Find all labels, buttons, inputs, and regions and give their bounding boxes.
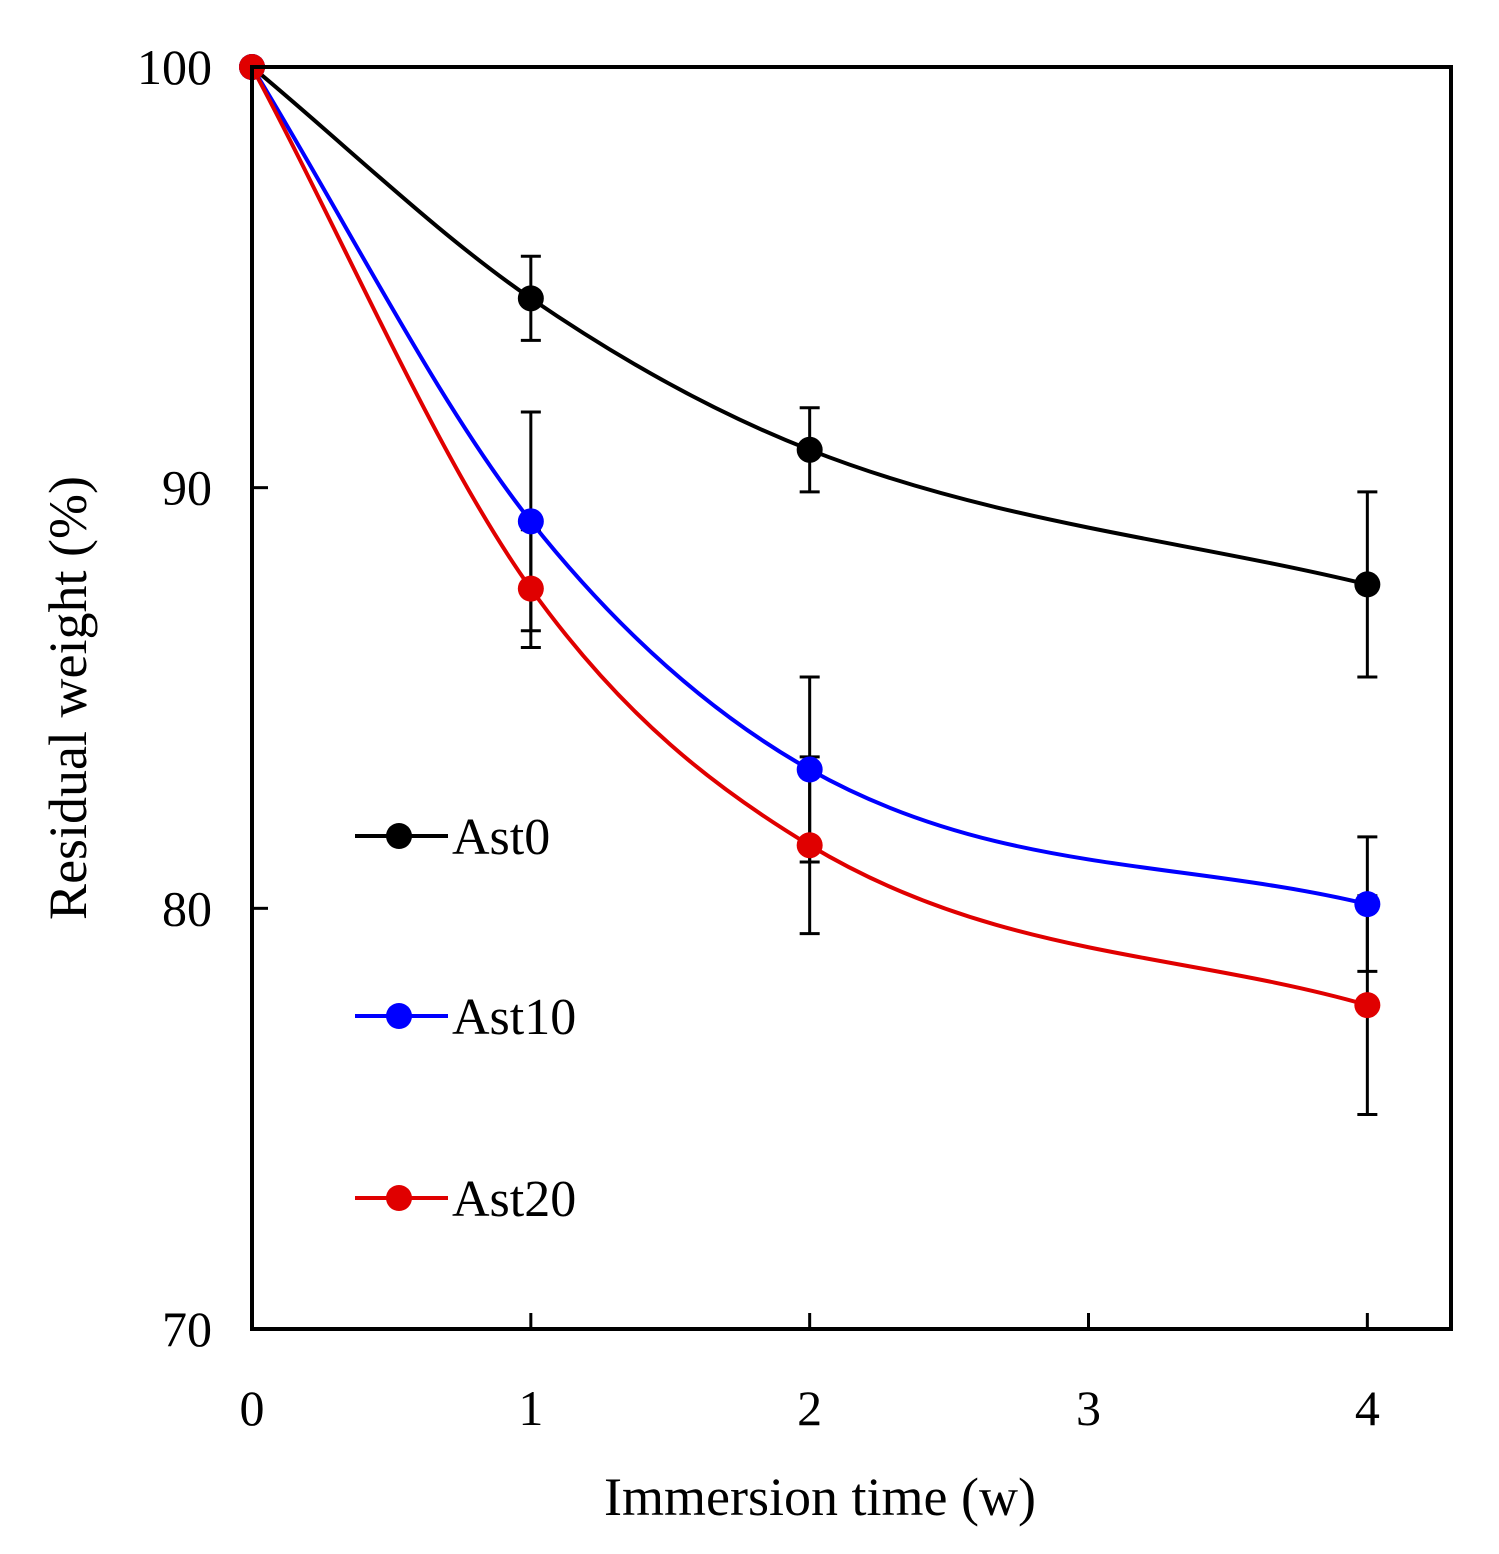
x-axis-title: Immersion time (w) xyxy=(604,1467,1036,1527)
legend-marker-ast20 xyxy=(386,1185,412,1211)
legend-marker-ast10 xyxy=(386,1003,412,1029)
y-tick-label: 80 xyxy=(162,880,212,936)
data-point-ast0 xyxy=(1354,571,1381,598)
y-tick-label: 70 xyxy=(162,1301,212,1357)
plot-layer xyxy=(239,54,1381,1116)
x-tick-label: 3 xyxy=(1076,1380,1101,1436)
series-line-ast0 xyxy=(250,65,1368,587)
y-tick-label: 90 xyxy=(162,460,212,516)
y-tick-label: 100 xyxy=(137,39,212,95)
data-point-ast10 xyxy=(796,756,823,783)
x-tick-label: 2 xyxy=(797,1380,822,1436)
x-tick-label: 4 xyxy=(1355,1380,1380,1436)
data-point-ast20 xyxy=(1354,992,1381,1019)
plot-frame xyxy=(250,65,1453,1331)
data-point-ast20 xyxy=(796,832,823,859)
legend-marker-ast0 xyxy=(386,823,412,849)
ticks-layer: 0 1 2 3 4 70 80 90 100 xyxy=(137,39,1380,1436)
data-point-ast10 xyxy=(1354,891,1381,918)
legend-label-ast0: Ast0 xyxy=(452,809,550,866)
series-line-ast20 xyxy=(250,66,1368,1008)
y-axis-title: Residual weight (%) xyxy=(38,476,98,920)
data-point-ast10 xyxy=(517,508,544,535)
x-tick-label: 1 xyxy=(518,1380,543,1436)
data-point-ast20 xyxy=(517,575,544,602)
data-point-ast0 xyxy=(517,285,544,312)
legend: Ast0 Ast10 Ast20 xyxy=(355,809,576,1228)
series-line-ast10 xyxy=(250,65,1368,907)
legend-label-ast10: Ast10 xyxy=(452,989,576,1046)
legend-label-ast20: Ast20 xyxy=(452,1171,576,1228)
x-tick-label: 0 xyxy=(240,1380,265,1436)
data-point-ast0 xyxy=(796,436,823,463)
